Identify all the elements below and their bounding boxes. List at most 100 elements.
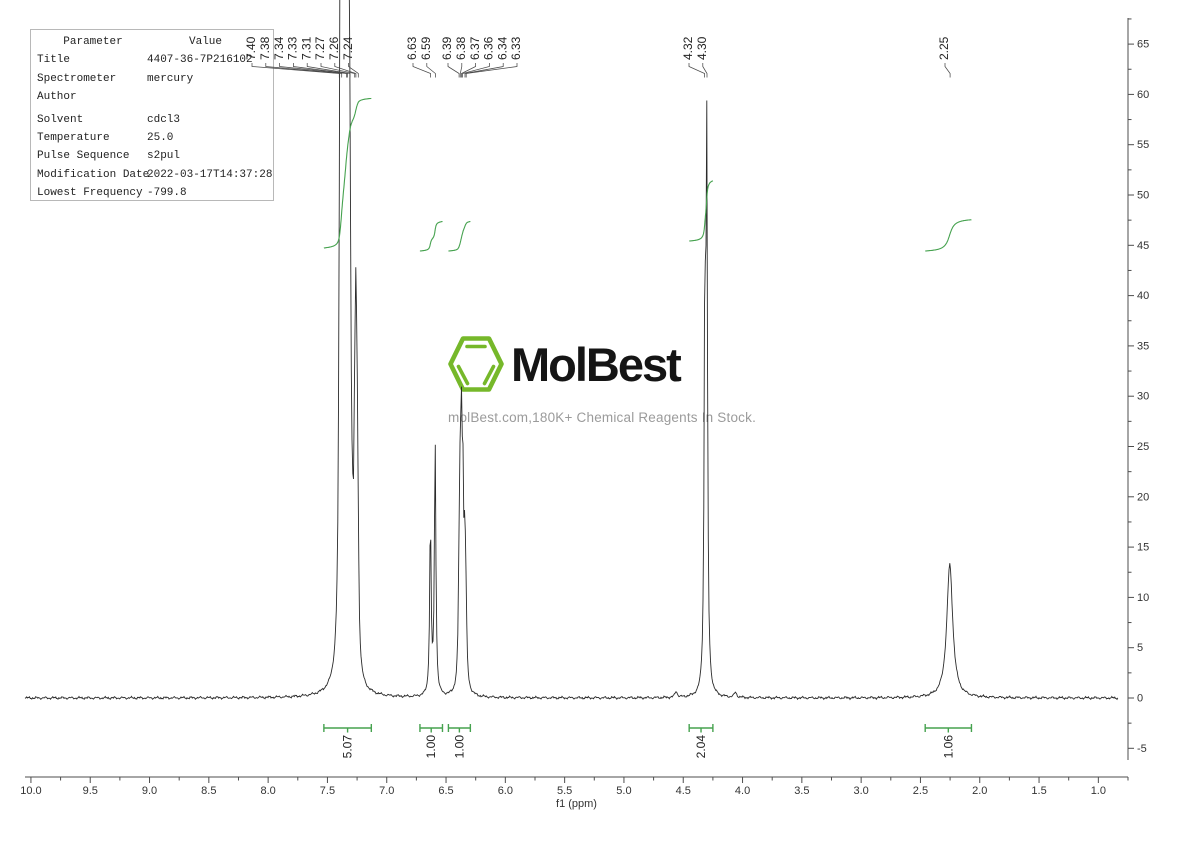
peak-label: 4.32: [681, 36, 695, 60]
integrals: 5.07 1.00 1.00 2.04 1.06: [323, 97, 973, 759]
integral-bracket: [447, 724, 472, 733]
param-label: Solvent: [37, 113, 84, 126]
peak-labels: 7.40 7.38 7.34 7.33 7.31 7.27 7.26 7.24 6.63 6.59…: [244, 36, 951, 78]
peak-label: 2.25: [937, 36, 951, 60]
peak-label-connector: [944, 63, 951, 78]
x-tick-label: 1.5: [1031, 785, 1046, 797]
integral-value: 2.04: [694, 735, 708, 759]
peak-label-connector: [459, 63, 463, 78]
y-tick-label: 5: [1137, 642, 1143, 654]
param-row: Lowest Frequency -799.8: [37, 184, 273, 202]
peak-label-connector: [265, 63, 343, 78]
param-label: Lowest Frequency: [37, 187, 143, 200]
x-tick-label: 4.0: [735, 785, 750, 797]
watermark: MolBest molBest.com,180K+ Chemical Reage…: [448, 334, 788, 425]
peak-label-connector: [702, 63, 708, 78]
integral-value: 1.00: [424, 735, 438, 759]
param-value: cdcl3: [147, 113, 181, 126]
peak-label: 7.27: [313, 36, 327, 60]
x-tick-label: 5.5: [557, 785, 572, 797]
integral-bracket: [688, 724, 714, 733]
x-tick-label: 6.0: [498, 785, 513, 797]
x-tick-label: 9.5: [83, 785, 98, 797]
param-value: mercury: [147, 72, 194, 85]
peak-label: 6.33: [509, 36, 523, 60]
parameter-table-rows: Title 4407-36-7P216102 Spectrometer mercury…: [37, 51, 273, 202]
y-tick-label: 35: [1137, 340, 1149, 352]
integral-curve: [323, 97, 372, 249]
param-label: Author: [37, 91, 77, 104]
param-row: Modification Date 2022-03-17T14:37:28: [37, 166, 273, 184]
y-tick-label: 40: [1137, 290, 1149, 302]
watermark-logo-row: MolBest: [448, 334, 788, 394]
peak-label-connector: [447, 63, 460, 78]
param-row: Temperature 25.0: [37, 129, 273, 147]
peak-label-connector: [320, 63, 356, 78]
y-tick-label: 25: [1137, 441, 1149, 453]
param-value: s2pul: [147, 150, 181, 163]
peak-label: 6.36: [482, 36, 496, 60]
peak-label-connector: [464, 63, 504, 78]
peak-label-connector: [279, 63, 347, 78]
y-tick-label: -5: [1137, 743, 1147, 755]
peak-label: 6.34: [495, 36, 509, 60]
integral-curve: [448, 220, 471, 252]
param-value: 25.0: [147, 132, 174, 145]
x-tick-label: 7.5: [320, 785, 335, 797]
y-tick-label: 65: [1137, 39, 1149, 51]
x-tick-label: 8.5: [201, 785, 216, 797]
param-value: 4407-36-7P216102: [147, 54, 253, 67]
param-value: 2022-03-17T14:37:28: [147, 168, 273, 181]
peak-label: 6.39: [440, 36, 454, 60]
y-tick-label: 15: [1137, 542, 1149, 554]
y-tick-label: 60: [1137, 89, 1149, 101]
integral-value: 5.07: [341, 735, 355, 759]
peak-label: 4.30: [695, 36, 709, 60]
x-axis: 10.0 9.5 9.0 8.5 8.0 7.5 7.0 6.5 6.0 5.5 5.0 4.5 4.0…: [20, 776, 1129, 810]
x-tick-label: 9.0: [142, 785, 157, 797]
peak-label-connector: [334, 63, 357, 78]
x-tick-label: 6.5: [438, 785, 453, 797]
peak-label-connector: [688, 63, 705, 78]
x-tick-label: 2.5: [913, 785, 928, 797]
integral-bracket: [419, 724, 444, 733]
x-tick-label: 1.0: [1091, 785, 1106, 797]
peak-label: 7.26: [327, 36, 341, 60]
parameter-table: Parameter Value Title 4407-36-7P216102 Spe…: [30, 29, 274, 201]
y-tick-label: 55: [1137, 139, 1149, 151]
integral-bracket: [323, 724, 373, 733]
peak-label-connector: [306, 63, 351, 78]
peak-label: 6.63: [405, 36, 419, 60]
param-label: Temperature: [37, 132, 110, 145]
param-label: Pulse Sequence: [37, 150, 130, 163]
param-label: Title: [37, 54, 71, 67]
param-value: -799.8: [147, 187, 187, 200]
param-label: Modification Date: [37, 168, 150, 181]
y-tick-label: 0: [1137, 693, 1143, 705]
peak-label: 7.24: [341, 36, 355, 60]
peak-label-connector: [462, 63, 490, 78]
header-parameter: Parameter: [63, 36, 123, 48]
header-value: Value: [189, 36, 223, 48]
peak-label-connector: [293, 63, 348, 78]
watermark-tagline: molBest.com,180K+ Chemical Reagents In S…: [448, 410, 757, 425]
peak-label: 6.38: [454, 36, 468, 60]
y-tick-label: 10: [1137, 592, 1149, 604]
watermark-brand: MolBest: [511, 337, 682, 391]
peak-label: 7.33: [286, 36, 300, 60]
x-tick-label: 5.0: [616, 785, 631, 797]
y-tick-label: 45: [1137, 240, 1149, 252]
x-tick-label: 2.0: [972, 785, 987, 797]
x-tick-label: 3.0: [853, 785, 868, 797]
y-tick-label: 50: [1137, 190, 1149, 202]
integral-value: 1.00: [452, 735, 466, 759]
peak-label-connector: [465, 63, 518, 78]
param-row: Title 4407-36-7P216102: [37, 51, 273, 69]
y-tick-label: 30: [1137, 391, 1149, 403]
integral-bracket: [924, 724, 973, 733]
x-tick-label: 4.5: [676, 785, 691, 797]
x-tick-label: 3.5: [794, 785, 809, 797]
peak-label: 6.37: [468, 36, 482, 60]
benzene-hexagon-icon: [448, 336, 504, 392]
